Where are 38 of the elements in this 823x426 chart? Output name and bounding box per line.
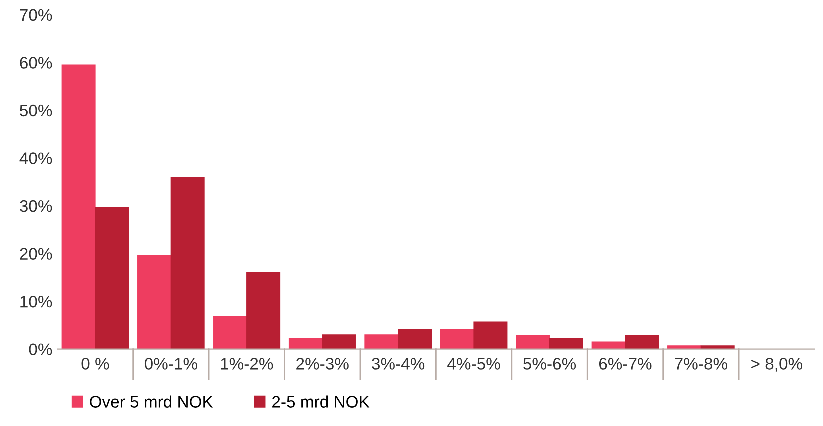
bar (170, 177, 205, 350)
bar (668, 346, 702, 350)
y-tick-label: 70% (20, 9, 52, 22)
x-tick-label: 6%-7% (599, 358, 652, 370)
bar (364, 334, 399, 350)
y-tick-label: 40% (20, 152, 52, 164)
x-tick-label: > 8,0% (752, 358, 802, 372)
bar (549, 338, 584, 350)
bar (440, 329, 474, 350)
y-tick-label: 50% (20, 104, 52, 117)
y-tick-label: 60% (20, 57, 52, 69)
y-tick-label: 30% (20, 200, 52, 212)
bar (516, 335, 550, 350)
bar (138, 255, 172, 350)
x-tick-label: 2%-3% (296, 358, 349, 370)
legend-label: 2-5 mrd NOK (272, 396, 370, 408)
y-tick-label: 20% (20, 248, 52, 260)
bar (625, 335, 660, 350)
y-tick-label: 10% (20, 296, 52, 308)
x-tick-label: 0 % (82, 358, 110, 370)
x-tick-label: 4%-5% (448, 358, 500, 370)
y-tick-label: 0% (29, 344, 52, 356)
bar (95, 207, 130, 350)
x-tick-label: 3%-4% (372, 358, 425, 370)
bar (288, 338, 323, 350)
bar (322, 334, 356, 350)
bar (700, 346, 735, 350)
legend-label: Over 5 mrd NOK (90, 396, 214, 408)
x-tick-label: 7%-8% (675, 358, 728, 370)
bar (213, 316, 248, 350)
x-tick-label: 1%-2% (221, 358, 274, 370)
x-tick-label: 5%-6% (524, 358, 576, 370)
bar (246, 272, 281, 350)
bar (398, 329, 432, 350)
x-tick-label: 0%-1% (144, 358, 198, 370)
bar (62, 64, 96, 350)
bar (592, 342, 626, 350)
bar (474, 322, 508, 350)
